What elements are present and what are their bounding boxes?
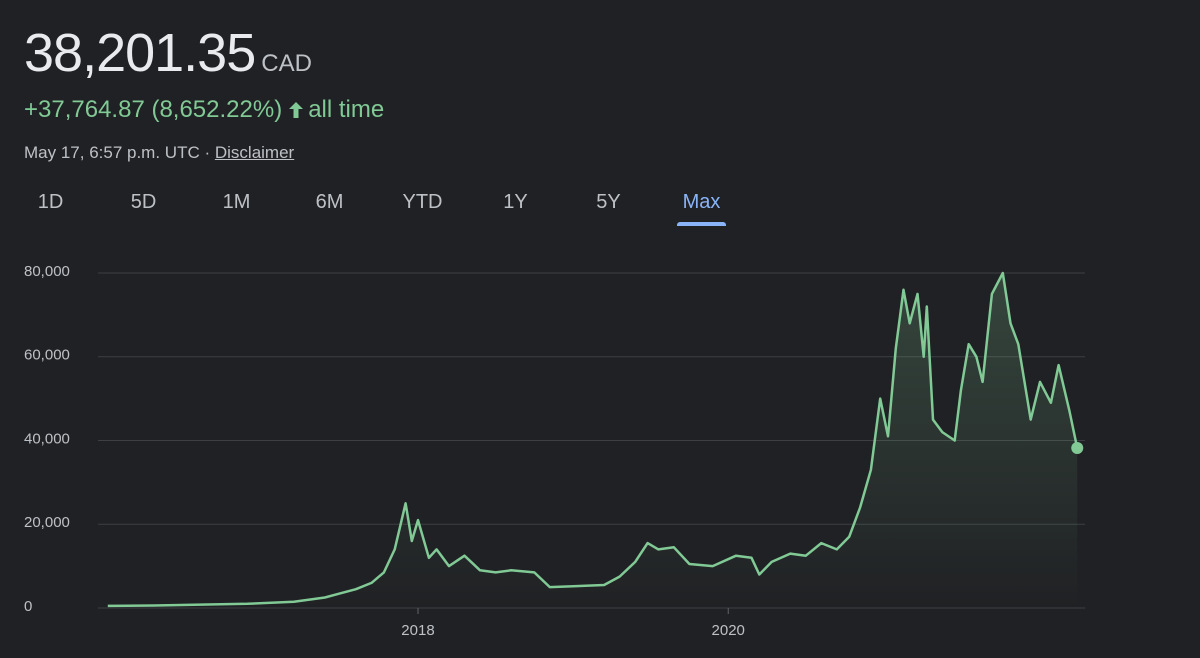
range-tabs: 1D 5D 1M 6M YTD 1Y 5Y Max [4, 186, 748, 230]
last-point [1071, 442, 1084, 455]
range-tab[interactable]: 1D [37, 191, 64, 213]
up-arrow [289, 102, 304, 118]
price: 38,201.35 CAD [24, 22, 312, 84]
timestamp-row: May 17, 6:57 p.m. UTC · Disclaimer [24, 143, 294, 163]
price-value: 38,201.35 [24, 23, 256, 83]
y-tick-label: 80,000 [24, 263, 70, 280]
range-tab[interactable]: 1M [222, 191, 251, 213]
area-fill [107, 273, 1078, 608]
range-tab[interactable]: 1Y [503, 191, 528, 213]
y-tick-label: 0 [24, 598, 32, 615]
change: +37,764.87 (8,652.22%) all time [24, 96, 384, 124]
y-tick-label: 60,000 [24, 347, 70, 364]
change-period: all time [308, 96, 385, 123]
price-line [107, 271, 1079, 608]
y-tick-label: 40,000 [24, 430, 70, 447]
currency: CAD [261, 50, 312, 77]
range-tab[interactable]: YTD [402, 191, 443, 213]
disclaimer-link[interactable]: Disclaimer [214, 143, 295, 162]
timestamp: May 17, 6:57 p.m. UTC [24, 143, 200, 162]
separator: · [204, 143, 211, 162]
x-tick-label: 2018 [401, 622, 434, 639]
change-value: +37,764.87 (8,652.22%) [24, 96, 283, 123]
range-tab[interactable]: 5D [130, 191, 157, 213]
range-tab[interactable]: 6M [315, 191, 344, 213]
x-tick-label: 2020 [712, 622, 745, 639]
y-tick-label: 20,000 [24, 514, 70, 531]
range-tab[interactable]: 5Y [596, 191, 621, 213]
range-tab[interactable]: Max [655, 186, 748, 226]
